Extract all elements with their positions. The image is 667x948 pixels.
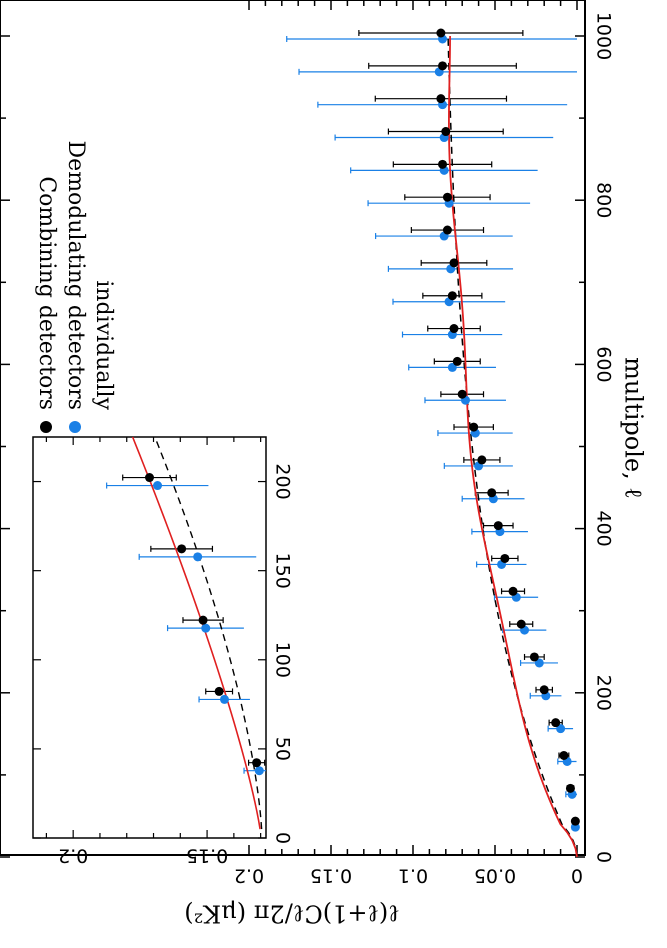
blue-data-point xyxy=(556,724,566,734)
black-data-point xyxy=(452,356,462,366)
inset-x-tick-label: 150 xyxy=(272,553,294,589)
inset-y-tick-label: 0.2 xyxy=(58,845,88,867)
blue-data-point xyxy=(447,362,457,372)
x-tick-label: 400 xyxy=(593,510,615,546)
black-data-point xyxy=(438,61,448,71)
legend-label-combining: Combining detectors xyxy=(34,176,59,410)
inset-plot-series xyxy=(106,436,266,830)
black-data-point xyxy=(447,291,457,301)
black-data-point xyxy=(500,553,510,563)
black-data-point xyxy=(449,258,459,268)
black-data-point xyxy=(487,488,497,498)
black-data-point xyxy=(570,816,580,826)
x-tick-label: 1000 xyxy=(593,12,615,60)
inset-theory-red-curve xyxy=(131,436,261,830)
black-data-point xyxy=(436,28,446,38)
inset-blue-data-point xyxy=(153,481,163,491)
black-data-point xyxy=(493,521,503,531)
black-data-point xyxy=(565,783,575,793)
y-tick-label: 0.05 xyxy=(474,865,516,887)
inset-x-tick-label: 200 xyxy=(272,463,294,499)
black-data-point xyxy=(529,652,539,662)
x-tick-label: 0 xyxy=(593,851,615,863)
inset-x-tick-label: 0 xyxy=(272,832,294,844)
legend: Combining detectors Demodulating detecto… xyxy=(34,141,116,433)
x-tick-label: 800 xyxy=(593,182,615,218)
inset-y-tick-label: 0.15 xyxy=(186,845,228,867)
inset-axis-ticks: 0 50 100 150 200 0.15 0.2 xyxy=(33,437,294,867)
inset-x-tick-label: 50 xyxy=(272,737,294,761)
black-data-point xyxy=(516,619,526,629)
black-data-point xyxy=(442,225,452,235)
y-tick-label: 0 xyxy=(571,865,583,887)
black-data-point xyxy=(477,455,487,465)
black-data-point xyxy=(436,94,446,104)
legend-label-demodulating: Demodulating detectors xyxy=(63,141,88,410)
y-axis-label: ℓ(ℓ+1)Cℓ/2π (μK²) xyxy=(184,900,400,928)
inset-blue-data-point xyxy=(254,766,264,776)
inset-plot: 0 50 100 150 200 0.15 0.2 xyxy=(32,436,294,867)
inset-black-data-point xyxy=(214,686,224,696)
inset-black-data-point xyxy=(177,544,187,554)
theory-red-curve xyxy=(448,35,578,858)
theory-dashed-curve xyxy=(447,35,578,858)
black-data-point xyxy=(442,192,452,202)
y-tick-label: 0.15 xyxy=(310,865,352,887)
blue-data-point xyxy=(534,658,544,668)
black-data-point xyxy=(551,718,561,728)
inset-black-data-point xyxy=(252,758,262,768)
legend-marker-combining xyxy=(40,421,52,433)
inset-blue-data-point xyxy=(193,552,203,562)
main-plot-series xyxy=(286,28,580,858)
black-data-point xyxy=(457,389,467,399)
inset-blue-data-point xyxy=(201,623,211,633)
inset-x-tick-label: 100 xyxy=(272,642,294,678)
y-tick-label: 0.2 xyxy=(234,865,264,887)
black-data-point xyxy=(469,422,479,432)
black-data-point xyxy=(441,127,451,137)
black-data-point xyxy=(539,685,549,695)
inset-blue-data-point xyxy=(219,694,229,704)
x-axis-label: multipole, ℓ xyxy=(620,357,648,499)
black-data-point xyxy=(438,159,448,169)
main-plot-frame xyxy=(0,0,586,856)
x-tick-label: 600 xyxy=(593,346,615,382)
y-tick-label: 0.1 xyxy=(398,865,428,887)
inset-plot-frame xyxy=(32,436,267,839)
legend-marker-demodulating xyxy=(69,421,81,433)
x-tick-label: 200 xyxy=(593,675,615,711)
black-data-point xyxy=(559,750,569,760)
black-data-point xyxy=(449,324,459,334)
legend-label-individually: individually xyxy=(91,280,116,410)
black-data-point xyxy=(508,586,518,596)
inset-black-data-point xyxy=(145,473,154,483)
inset-black-data-point xyxy=(198,615,208,625)
